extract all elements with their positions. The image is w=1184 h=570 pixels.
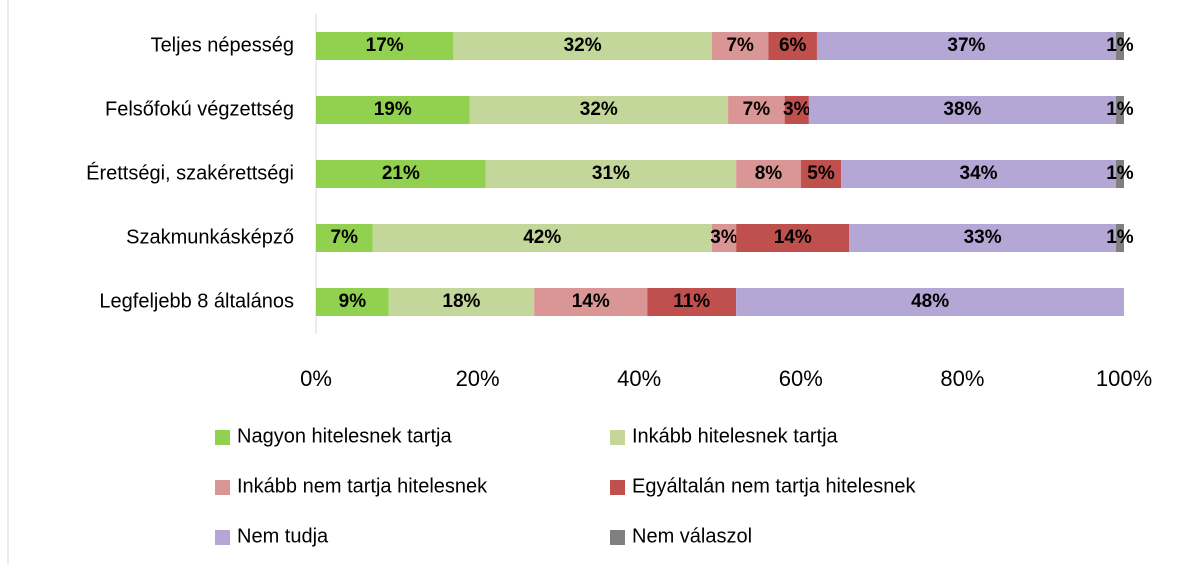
data-label: 32%	[564, 35, 602, 56]
data-label: 34%	[960, 163, 998, 184]
bar-segment	[1115, 160, 1124, 188]
bar-segment	[816, 32, 1116, 60]
data-label: 1%	[1106, 99, 1134, 120]
bar-segment	[711, 32, 769, 60]
data-label: 8%	[755, 163, 783, 184]
bar-segment	[316, 288, 389, 316]
legend-swatch	[215, 480, 230, 495]
data-label: 1%	[1106, 35, 1134, 56]
data-label: 17%	[366, 35, 404, 56]
y-tick-label: Legfeljebb 8 általános	[99, 290, 294, 312]
bar-segment	[841, 160, 1116, 188]
legend-swatch	[610, 480, 625, 495]
data-label: 1%	[1106, 227, 1134, 248]
bar-segment	[768, 32, 817, 60]
legend-swatch	[215, 430, 230, 445]
data-label: 33%	[964, 227, 1002, 248]
bar-segment	[316, 32, 454, 60]
data-label: 14%	[774, 227, 812, 248]
legend-label: Inkább nem tartja hitelesnek	[237, 475, 488, 497]
y-tick-label: Érettségi, szakérettségi	[86, 161, 294, 184]
bar-segment	[316, 160, 486, 188]
bar-segment	[808, 96, 1116, 124]
bar-segment	[800, 160, 842, 188]
x-tick-label: 60%	[779, 366, 823, 391]
bar-segment	[1115, 32, 1124, 60]
data-label: 5%	[807, 163, 835, 184]
data-label: 6%	[779, 35, 807, 56]
bar-segment	[647, 288, 737, 316]
data-label: 7%	[743, 99, 771, 120]
bar-segment	[372, 224, 712, 252]
data-label: 21%	[382, 163, 420, 184]
data-label: 9%	[339, 291, 367, 312]
y-tick-label: Teljes népesség	[151, 34, 294, 56]
data-label: 7%	[331, 227, 359, 248]
data-label: 37%	[947, 35, 985, 56]
y-tick-label: Felsőfokú végzettség	[105, 98, 294, 120]
legend-swatch	[610, 430, 625, 445]
legend-swatch	[215, 530, 230, 545]
bar-segment	[711, 224, 737, 252]
bar-segment	[316, 96, 470, 124]
data-label: 48%	[911, 291, 949, 312]
bar-segment	[453, 32, 712, 60]
data-label: 14%	[572, 291, 610, 312]
data-label: 3%	[783, 99, 811, 120]
bar-segment	[849, 224, 1116, 252]
data-label: 32%	[580, 99, 618, 120]
legend-label: Nem tudja	[237, 525, 329, 547]
bar-segment	[736, 288, 1124, 316]
data-label: 42%	[523, 227, 561, 248]
legend-label: Nagyon hitelesnek tartja	[237, 425, 452, 447]
legend-swatch	[610, 530, 625, 545]
data-label: 7%	[726, 35, 754, 56]
legend-label: Nem válaszol	[632, 525, 752, 547]
legend-label: Egyáltalán nem tartja hitelesnek	[632, 475, 916, 497]
legend-label: Inkább hitelesnek tartja	[632, 425, 839, 447]
bar-segment	[316, 224, 373, 252]
bar-segment	[388, 288, 535, 316]
y-tick-label: Szakmunkásképző	[126, 226, 294, 248]
data-label: 3%	[710, 227, 738, 248]
bar-segment	[1115, 224, 1124, 252]
data-label: 11%	[673, 291, 710, 312]
bar-segment	[728, 96, 785, 124]
bar-segment	[736, 224, 850, 252]
x-tick-label: 100%	[1096, 366, 1152, 391]
x-tick-label: 20%	[456, 366, 500, 391]
data-label: 18%	[442, 291, 480, 312]
bar-segment	[534, 288, 648, 316]
bar-segment	[736, 160, 801, 188]
x-tick-label: 0%	[300, 366, 332, 391]
x-tick-label: 80%	[940, 366, 984, 391]
bar-segment	[485, 160, 737, 188]
x-tick-label: 40%	[617, 366, 661, 391]
bar-segment	[784, 96, 809, 124]
data-label: 31%	[592, 163, 630, 184]
data-label: 38%	[943, 99, 981, 120]
data-label: 19%	[374, 99, 412, 120]
bar-segment	[1115, 96, 1124, 124]
bar-segment	[469, 96, 729, 124]
data-label: 1%	[1106, 163, 1134, 184]
